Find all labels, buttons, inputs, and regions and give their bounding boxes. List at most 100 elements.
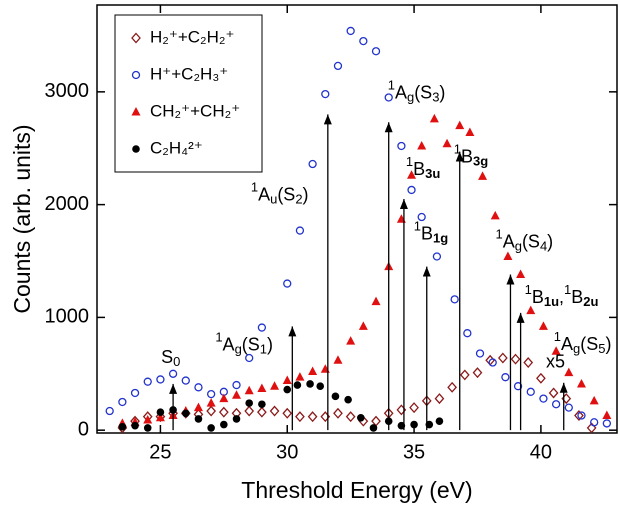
marker [503, 251, 513, 260]
marker [602, 419, 612, 428]
marker [602, 410, 612, 420]
marker [501, 373, 510, 382]
marker [118, 422, 127, 431]
annotation-part: 4 [540, 239, 547, 254]
x-axis-label: Threshold Energy (eV) [241, 477, 472, 503]
marker [331, 392, 340, 401]
annotation-part: B [413, 159, 425, 179]
legend-marker [131, 32, 141, 44]
marker [220, 420, 228, 429]
marker [143, 377, 152, 386]
marker [551, 346, 561, 355]
marker [333, 355, 343, 364]
marker [417, 140, 427, 150]
marker [526, 387, 535, 396]
annotation-part: ) [303, 184, 309, 204]
annotation-part: (S [277, 184, 295, 204]
marker [369, 424, 378, 432]
annotation-part: A [395, 82, 407, 102]
marker [282, 407, 293, 419]
legend-label: CH₂⁺+CH₂⁺ [150, 101, 240, 120]
marker [283, 279, 292, 288]
annotation-label: S0 [161, 347, 180, 370]
marker [589, 395, 599, 405]
annotation-part: g [573, 341, 580, 356]
annotation-part: 3u [425, 166, 440, 181]
annotation-part: ) [439, 82, 445, 102]
annotation-part: g [235, 342, 242, 357]
marker [244, 405, 255, 417]
annotation-part: B [421, 223, 433, 243]
y-tick-label: 1000 [45, 306, 90, 328]
annotation-part: (S [414, 82, 432, 102]
marker [207, 424, 215, 432]
marker [321, 89, 330, 99]
marker [510, 353, 521, 365]
marker [168, 369, 178, 378]
annotation-part: 3 [432, 90, 439, 105]
legend-marker [131, 107, 141, 116]
marker [548, 387, 559, 399]
annotation-part: A [258, 184, 270, 204]
marker [130, 388, 140, 398]
marker [497, 352, 508, 364]
annotation-part: (S [522, 231, 540, 251]
annotation-label: 1Au(S2) [251, 180, 309, 207]
marker [244, 385, 254, 395]
marker [118, 397, 127, 407]
marker [407, 185, 416, 195]
annotation-part: 0 [173, 354, 180, 369]
annotation-label: 1Ag(S3) [388, 78, 446, 105]
marker [194, 383, 203, 392]
annotation-part: ) [267, 334, 273, 354]
marker [478, 171, 488, 180]
legend-marker [132, 145, 140, 153]
annotation-part: , [559, 287, 564, 307]
marker [257, 383, 267, 392]
marker [358, 321, 368, 330]
annotation-part: 5 [598, 341, 605, 356]
annotation-part: 2u [583, 294, 598, 309]
annotation-part: u [270, 192, 277, 207]
marker [143, 415, 153, 424]
annotation-part: 1 [406, 154, 413, 169]
marker [490, 210, 500, 220]
annotation-part: A [561, 334, 573, 354]
marker [417, 212, 426, 222]
annotation-part: 1u [544, 294, 559, 309]
legend-label: H⁺+C₂H₃⁺ [150, 64, 228, 83]
marker [293, 381, 302, 389]
marker [206, 405, 217, 417]
annotation-part: 1 [251, 180, 258, 195]
annotation-part: 1 [564, 282, 571, 297]
x-tick-label: 40 [530, 441, 552, 463]
annotation-part: 2 [295, 192, 302, 207]
marker [306, 380, 314, 388]
marker [232, 390, 242, 399]
marker [590, 418, 599, 427]
marker [218, 406, 229, 418]
marker [410, 420, 418, 429]
marker [181, 409, 190, 418]
marker [447, 381, 457, 393]
annotation-label: 1Ag(S1) [215, 330, 273, 357]
annotation-part: ) [547, 231, 553, 251]
annotation-part: 3g [473, 154, 488, 169]
marker [206, 398, 216, 407]
annotation-part: 1 [525, 282, 532, 297]
marker [516, 269, 526, 279]
marker [576, 378, 586, 388]
annotation-part: (S [580, 334, 598, 354]
marker [258, 400, 266, 409]
marker [434, 393, 445, 405]
marker [295, 411, 305, 423]
marker [371, 47, 381, 56]
annotation-label: 1B1g [414, 219, 448, 246]
annotation-part: 1 [554, 329, 561, 344]
marker [409, 402, 419, 414]
marker [429, 113, 439, 123]
marker [345, 411, 356, 423]
marker [371, 296, 381, 306]
marker [357, 413, 365, 422]
